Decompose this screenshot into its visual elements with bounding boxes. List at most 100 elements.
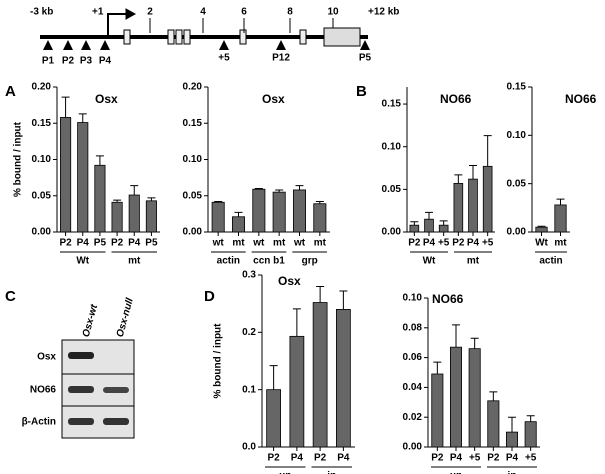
primer-label: P2 <box>62 56 75 67</box>
x-tick-label: mt <box>273 238 286 249</box>
x-tick-label: mt <box>554 238 567 249</box>
error-bar <box>275 189 284 193</box>
bar <box>487 400 500 448</box>
group-label: Wt <box>423 256 436 267</box>
primer-mark <box>360 40 370 50</box>
x-tick-label: P2 <box>268 453 281 464</box>
bar <box>335 308 351 448</box>
error-bar <box>489 391 498 401</box>
position-label: 2 <box>147 7 153 18</box>
x-tick-label: P4 <box>450 453 463 464</box>
group-label: in <box>508 471 517 474</box>
error-bar <box>439 220 448 226</box>
error-bar <box>292 308 301 337</box>
position-label: -3 kb <box>30 7 53 18</box>
bar <box>272 191 286 233</box>
band <box>68 352 94 359</box>
bar <box>409 224 420 233</box>
group-label: actin <box>539 256 562 267</box>
error-bar <box>315 201 324 204</box>
bar <box>292 189 306 233</box>
error-bar <box>254 188 263 190</box>
error-bar <box>425 211 433 220</box>
bar <box>111 201 123 233</box>
exon <box>167 29 175 45</box>
group-label: actin <box>217 256 240 267</box>
chart-title: Osx <box>95 92 118 106</box>
scale-ticks <box>149 18 334 33</box>
bar <box>145 200 157 233</box>
group-label: ccn b1 <box>253 256 285 267</box>
row-label: NO66 <box>30 385 57 396</box>
x-tick-label: P2 <box>111 238 124 249</box>
primer-mark <box>219 40 229 50</box>
y-tick-label: 0.20 <box>32 82 52 93</box>
y-tick-label: 0.15 <box>32 118 52 129</box>
primer-mark <box>100 40 110 50</box>
western-blot <box>61 339 135 439</box>
bar <box>438 224 449 233</box>
y-tick-label: 0.0 <box>242 442 256 453</box>
lane-label: Osx-wt <box>81 303 100 339</box>
panel-label: D <box>204 288 215 305</box>
panel-label: B <box>356 83 367 100</box>
x-tick-label: wt <box>252 238 265 249</box>
error-bar <box>295 185 304 190</box>
x-tick-label: P4 <box>291 453 304 464</box>
x-tick-label: P5 <box>145 238 158 249</box>
bar <box>535 226 548 233</box>
error-bar <box>130 185 139 196</box>
y-tick-label: 0.00 <box>507 227 527 238</box>
x-tick-label: P5 <box>94 238 107 249</box>
panel-label: C <box>5 288 16 305</box>
primer-marks <box>43 40 370 50</box>
exon <box>123 29 131 45</box>
x-tick-label: P4 <box>423 238 436 249</box>
band <box>68 386 94 393</box>
exon-last <box>323 27 361 47</box>
error-bar <box>556 198 565 205</box>
primer-mark <box>276 40 286 50</box>
y-tick-label: 0.3 <box>242 270 256 281</box>
y-tick-label: 0.15 <box>183 118 203 129</box>
x-tick-label: P2 <box>452 238 465 249</box>
y-axis-label: % bound / input <box>213 323 224 399</box>
chart-title: Osx <box>262 92 285 106</box>
y-tick-label: 0.00 <box>32 227 52 238</box>
x-tick-label: +5 <box>438 238 450 249</box>
error-bar <box>78 113 87 123</box>
x-tick-label: P2 <box>431 453 444 464</box>
group-label: un <box>450 471 462 474</box>
x-tick-label: +5 <box>525 453 537 464</box>
primer-label: P3 <box>80 56 93 67</box>
error-bar <box>537 225 546 228</box>
x-tick-label: P4 <box>128 238 141 249</box>
x-tick-label: mt <box>232 238 245 249</box>
exon <box>183 29 191 45</box>
bar <box>482 165 493 233</box>
y-tick-label: 0.00 <box>382 227 402 238</box>
bar <box>211 201 225 233</box>
x-tick-label: P2 <box>487 453 500 464</box>
primer-mark <box>63 40 73 50</box>
chart-title: NO66 <box>565 92 597 106</box>
bar <box>128 194 140 233</box>
y-tick-label: 0.10 <box>507 130 527 141</box>
primer-mark <box>43 40 53 50</box>
bar <box>449 346 462 448</box>
x-tick-label: +5 <box>469 453 481 464</box>
x-tick-label: P4 <box>467 238 480 249</box>
error-bar <box>147 197 156 201</box>
position-label: +12 kb <box>368 7 399 18</box>
tss-arrow <box>107 13 128 37</box>
bar <box>431 373 444 448</box>
bar <box>313 203 327 233</box>
y-tick-label: 0.10 <box>403 293 423 304</box>
band <box>103 387 129 393</box>
primer-mark <box>81 40 91 50</box>
y-tick-label: 0.00 <box>403 442 423 453</box>
band <box>68 418 94 425</box>
x-tick-label: P2 <box>59 238 72 249</box>
